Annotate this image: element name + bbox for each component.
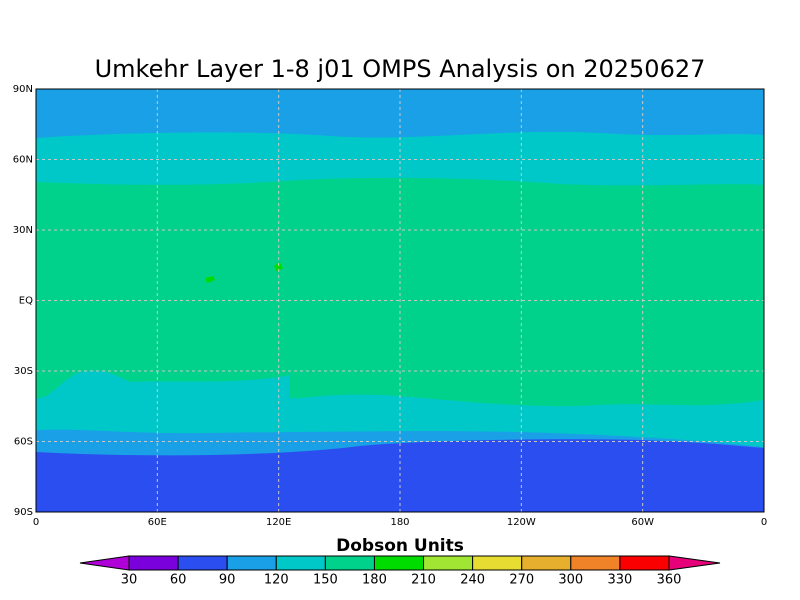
colorbar-label: 120	[264, 573, 289, 588]
colorbar-label: 300	[558, 573, 583, 588]
colorbar-low-triangle	[79, 555, 130, 571]
lat-label: EQ	[19, 296, 33, 307]
colorbar-label: 150	[313, 573, 338, 588]
map-frame	[35, 88, 765, 513]
map	[35, 88, 765, 513]
lon-label: 180	[390, 517, 409, 528]
colorbar-segment	[324, 555, 375, 571]
grid	[36, 89, 764, 512]
colorbar-title: Dobson Units	[336, 536, 464, 556]
colorbar-label: 240	[460, 573, 485, 588]
colorbar: 30 60 90 120 150 180 210 240 270 300 330 360	[79, 555, 721, 588]
colorbar-label: 270	[509, 573, 534, 588]
band-150-180	[36, 177, 764, 407]
lat-label: 90N	[13, 84, 33, 95]
colorbar-segment	[472, 555, 523, 571]
lat-label: 30N	[13, 225, 33, 236]
colorbar-segment	[570, 555, 621, 571]
colorbar-segment	[521, 555, 572, 571]
colorbar-segment	[226, 555, 277, 571]
lon-label: 120E	[266, 517, 291, 528]
lat-label: 60S	[14, 437, 33, 448]
colorbar-label: 90	[219, 573, 236, 588]
colorbar-label: 60	[170, 573, 187, 588]
colorbar-segment	[373, 555, 425, 571]
lon-label: 60E	[148, 517, 167, 528]
lon-label: 120W	[507, 517, 536, 528]
colorbar-segment	[619, 555, 670, 571]
lon-label: 60W	[631, 517, 654, 528]
colorbar-label: 210	[411, 573, 436, 588]
lon-label: 0	[33, 517, 39, 528]
lat-label: 90S	[14, 507, 33, 518]
lat-label: 60N	[13, 155, 33, 166]
lat-label: 30S	[14, 366, 33, 377]
colorbar-segment	[423, 555, 474, 571]
colorbar-high-triangle	[668, 555, 721, 571]
colorbar-label: 330	[607, 573, 632, 588]
colorbar-label: 30	[121, 573, 138, 588]
title: Umkehr Layer 1-8 j01 OMPS Analysis on 20…	[95, 55, 706, 83]
colorbar-segment	[128, 555, 179, 571]
lon-label: 0	[761, 517, 767, 528]
colorbar-segment	[177, 555, 228, 571]
colorbar-label: 360	[657, 573, 682, 588]
colorbar-label: 180	[362, 573, 387, 588]
colorbar-segment	[275, 555, 326, 571]
